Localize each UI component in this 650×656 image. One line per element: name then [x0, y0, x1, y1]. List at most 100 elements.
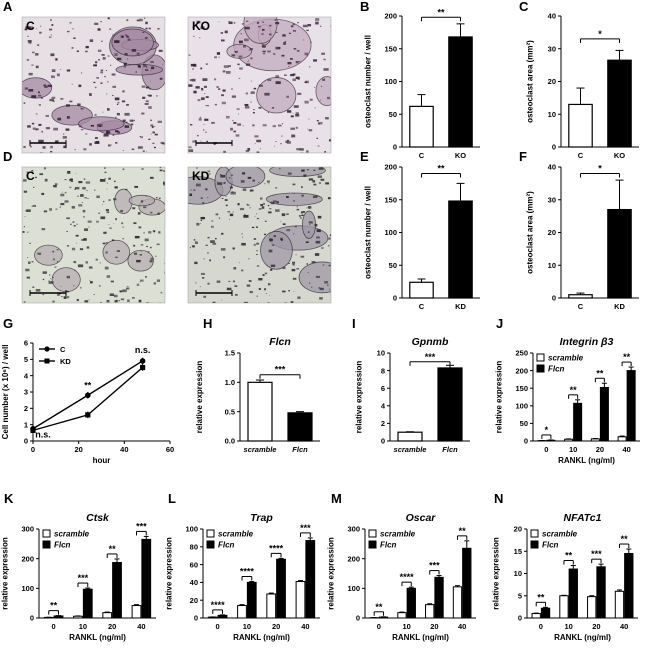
stain-speck [230, 127, 233, 131]
y-tick-label: 100 [21, 584, 34, 593]
chart-n: N NFATc1 0 5 10 15 20 relative expression ** 0 ** 1… [492, 491, 638, 642]
stain-speck [208, 173, 211, 175]
stain-speck [261, 206, 265, 209]
bar-flcn [437, 367, 463, 442]
bar-kd [607, 208, 632, 299]
stain-speck [144, 102, 149, 106]
y-tick-label: 30 [548, 195, 556, 204]
bar-flcn-40 [305, 540, 316, 619]
stain-speck [26, 209, 31, 212]
stain-speck [232, 247, 235, 250]
y-tick-label: 50 [389, 261, 397, 270]
stain-speck [54, 266, 57, 268]
chart-title: Flcn [269, 336, 291, 348]
stain-speck [103, 231, 107, 234]
stain-speck [284, 302, 288, 303]
stain-speck [295, 114, 300, 117]
stain-speck [49, 98, 54, 102]
stain-speck [100, 216, 106, 220]
stain-speck [298, 215, 301, 217]
stain-speck [52, 300, 55, 303]
stain-speck [245, 92, 249, 95]
stain-speck [115, 142, 118, 144]
stain-speck [42, 278, 45, 281]
stain-speck [216, 86, 219, 88]
stain-speck [83, 178, 86, 180]
stain-speck [238, 55, 243, 58]
stain-speck [69, 100, 73, 103]
legend-label: KD [60, 357, 71, 366]
stain-speck [116, 112, 120, 116]
stain-speck [124, 65, 126, 67]
stain-speck [53, 127, 59, 131]
y-axis-label: relative expression [492, 537, 501, 610]
stain-speck [82, 187, 86, 190]
y-tick-label: 0 [524, 437, 528, 446]
stain-speck [223, 256, 226, 259]
stain-speck [259, 148, 261, 150]
stain-speck [94, 114, 97, 116]
stain-speck [67, 30, 70, 33]
stain-speck [44, 178, 48, 182]
stain-speck [261, 33, 264, 35]
stain-speck [150, 257, 154, 260]
stain-speck [157, 212, 160, 215]
stain-speck [28, 72, 33, 76]
stain-speck [312, 195, 318, 198]
stain-speck [148, 138, 151, 140]
stain-speck [247, 176, 252, 179]
stain-speck [114, 186, 118, 189]
stain-speck [256, 151, 260, 153]
stain-speck [302, 211, 306, 213]
stain-speck [163, 181, 165, 185]
stain-speck [200, 87, 204, 90]
stain-speck [126, 58, 129, 60]
stain-speck [266, 180, 270, 183]
x-tick-label: 0 [539, 622, 543, 631]
stain-speck [146, 151, 147, 153]
panel-label-g: G [3, 316, 13, 331]
stain-speck [110, 144, 112, 146]
stain-speck [241, 269, 244, 272]
stain-speck [62, 133, 65, 135]
stain-speck [199, 116, 202, 118]
stain-speck [230, 186, 233, 189]
stain-speck [145, 276, 147, 278]
stain-speck [267, 50, 271, 53]
stain-speck [49, 208, 52, 211]
stain-speck [125, 188, 128, 190]
stain-speck [71, 47, 74, 49]
stain-speck [73, 285, 75, 287]
stain-speck [90, 124, 95, 127]
stain-speck [147, 251, 150, 253]
micrograph-texture [188, 17, 331, 153]
stain-speck [51, 75, 55, 79]
stain-speck [310, 41, 312, 43]
significance-label: *** [591, 549, 602, 559]
stain-speck [140, 136, 143, 139]
data-point-kd [30, 427, 36, 433]
stain-speck [116, 250, 120, 252]
stain-speck [320, 85, 323, 88]
stain-speck [122, 238, 125, 240]
legend-swatch [530, 529, 539, 538]
stain-speck [121, 222, 124, 225]
x-tick-label: 60 [166, 445, 174, 454]
stain-speck [94, 189, 96, 191]
stain-speck [144, 37, 148, 39]
stain-speck [320, 178, 325, 181]
stain-speck [231, 191, 234, 193]
stain-speck [191, 245, 195, 248]
panel-label-e: E [360, 149, 369, 164]
bar-scramble [397, 431, 423, 442]
stain-speck [278, 47, 281, 49]
stain-speck [258, 278, 263, 281]
stain-speck [234, 50, 238, 53]
x-tick-label: KD [614, 302, 625, 311]
stain-speck [102, 204, 103, 206]
stain-speck [148, 302, 151, 303]
stain-speck [318, 182, 321, 184]
stain-speck [295, 126, 298, 129]
stain-speck [143, 64, 147, 67]
stain-speck [200, 26, 205, 30]
